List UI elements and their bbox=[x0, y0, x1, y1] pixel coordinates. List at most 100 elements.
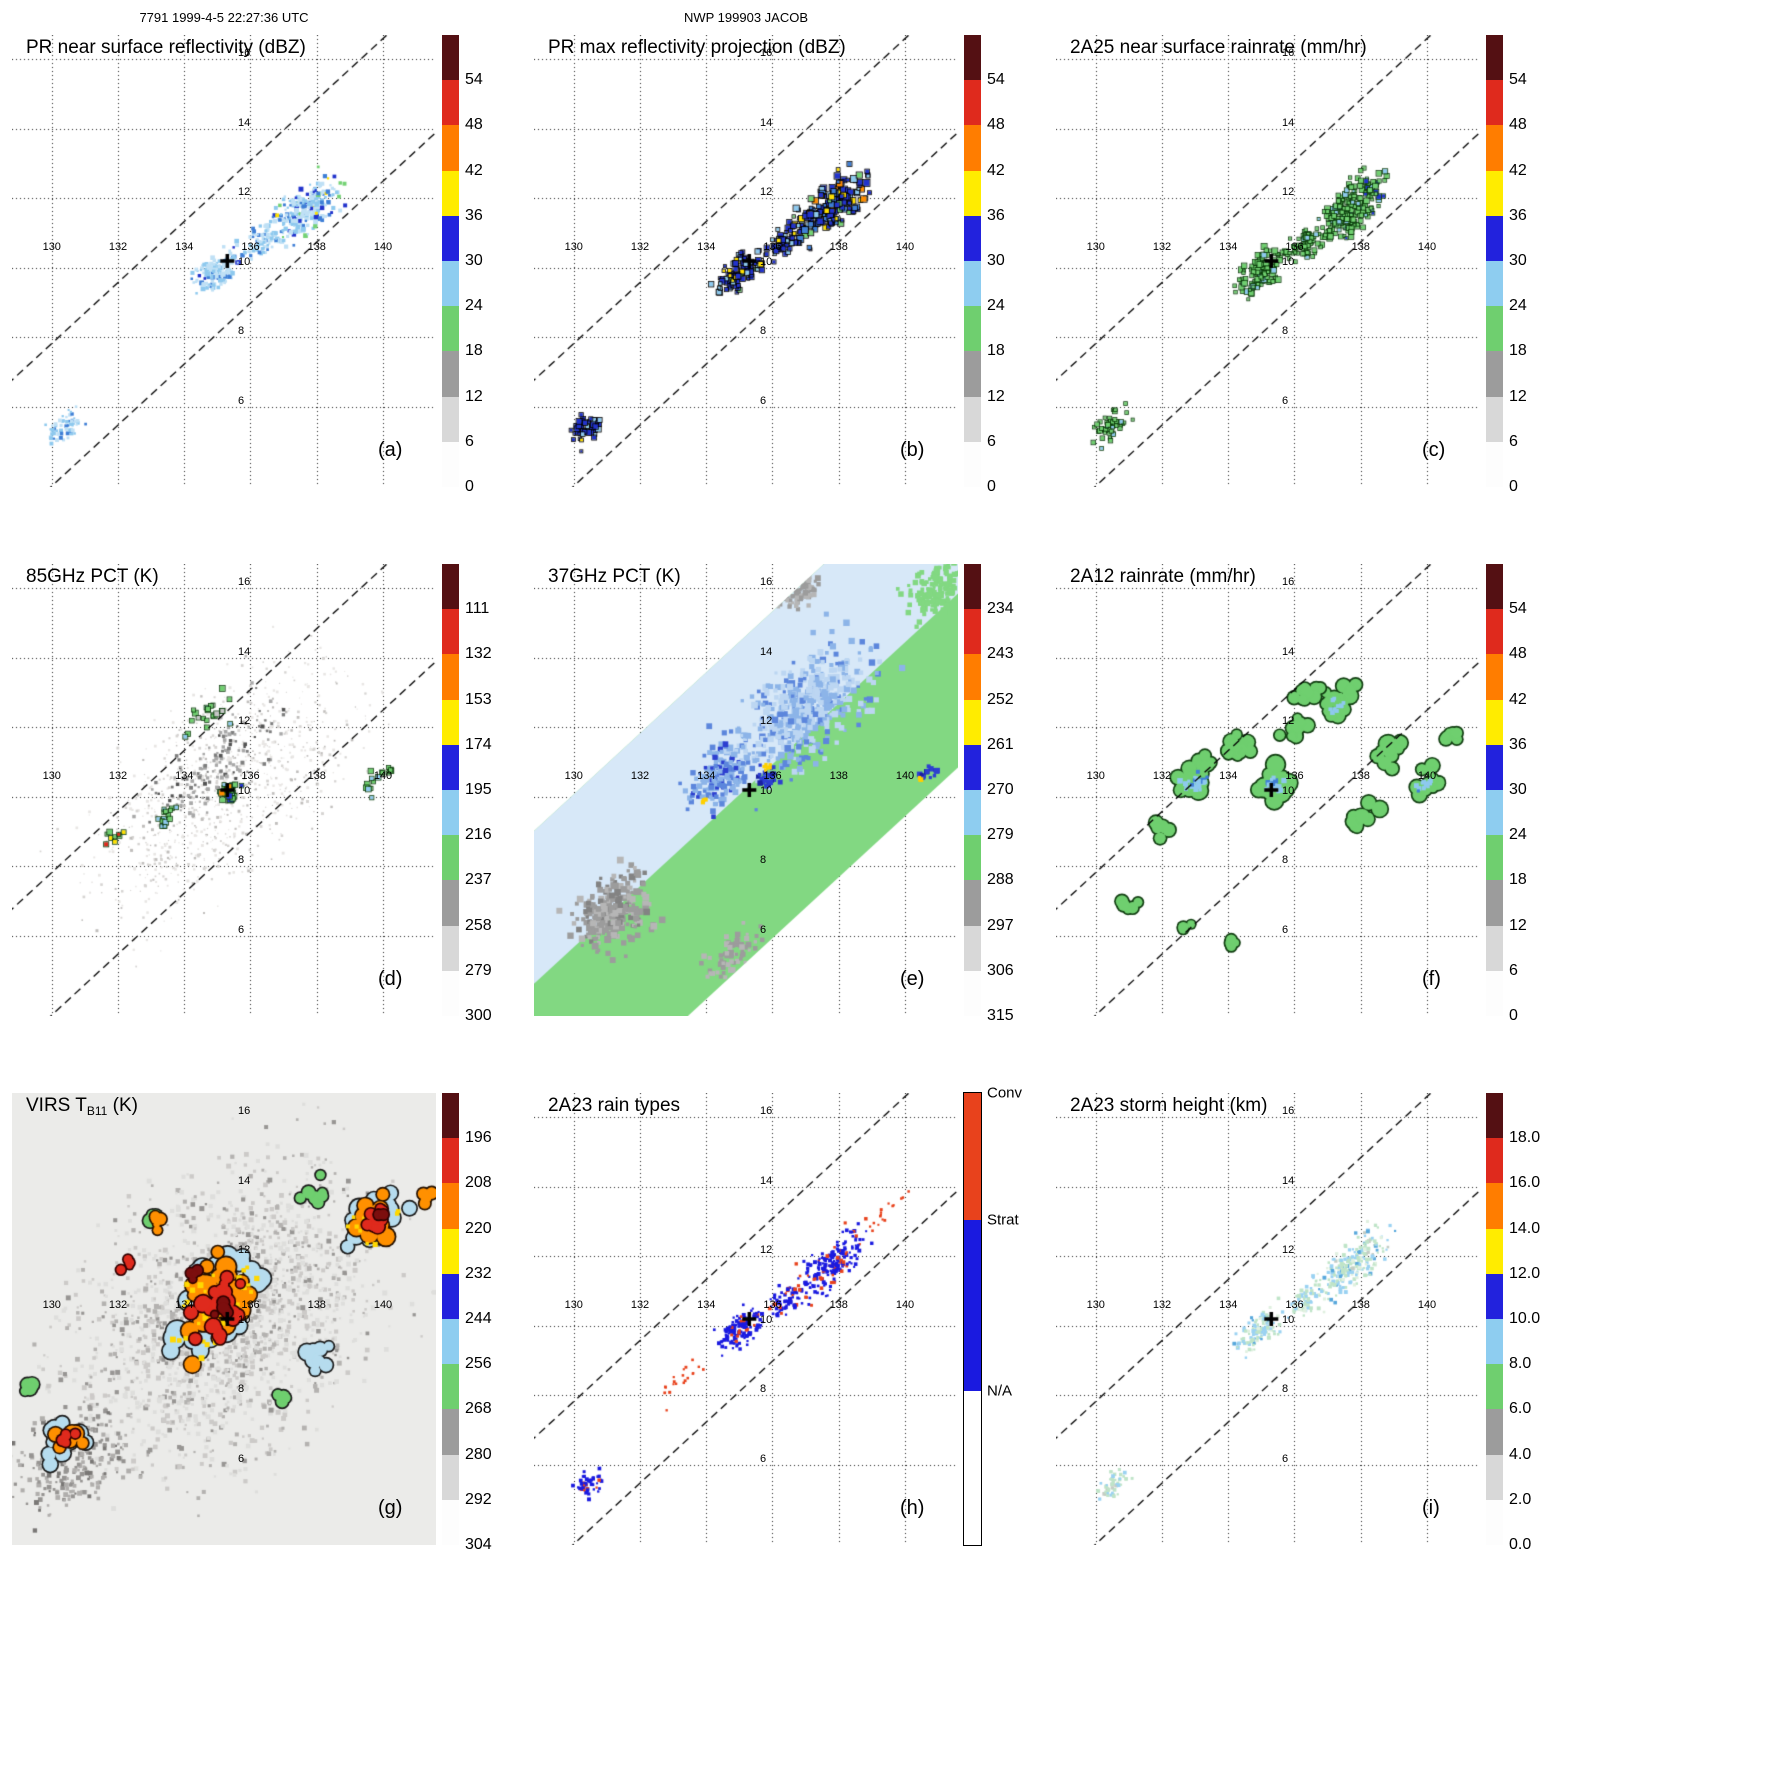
colorbar-segment bbox=[1486, 609, 1503, 655]
lon-tick-label: 136 bbox=[1285, 241, 1304, 253]
lon-tick-label: 140 bbox=[895, 1299, 915, 1311]
colorbar-segment bbox=[442, 1273, 459, 1319]
panel-c: 2A25 near surface rainrate (mm/hr) (c) 130… bbox=[1048, 35, 1570, 564]
colorbar-segment bbox=[964, 306, 981, 352]
panel-letter: (c) bbox=[1422, 439, 1446, 461]
colorbar-segment bbox=[1486, 170, 1503, 216]
colorbar-segment bbox=[442, 1093, 459, 1139]
colorbar-tick-label: 297 bbox=[987, 916, 1014, 934]
colorbar-segment bbox=[442, 125, 459, 171]
lon-tick-label: 136 bbox=[1285, 1299, 1304, 1311]
lat-tick-label: 14 bbox=[238, 1174, 251, 1187]
colorbar-segment bbox=[1486, 835, 1503, 881]
colorbar-segment bbox=[1486, 1093, 1503, 1139]
colorbar-segment bbox=[442, 880, 459, 926]
lon-tick-label: 130 bbox=[42, 241, 61, 253]
colorbar-segment bbox=[1486, 1499, 1503, 1545]
panel-title: 2A23 rain types bbox=[548, 1095, 680, 1117]
colorbar-segment bbox=[1486, 970, 1503, 1016]
colorbar-segment bbox=[1486, 215, 1503, 261]
colorbar-segment bbox=[964, 261, 981, 307]
colorbar-tick-label: 6 bbox=[987, 432, 996, 450]
lon-tick-label: 138 bbox=[1351, 770, 1370, 782]
colorbar-segment bbox=[964, 170, 981, 216]
colorbar-segment bbox=[1486, 925, 1503, 971]
header-case-label: NWP 199903 JACOB bbox=[683, 10, 809, 25]
lon-tick-label: 130 bbox=[1086, 1299, 1105, 1311]
panel-letter: (g) bbox=[378, 1497, 403, 1519]
lat-tick-label: 16 bbox=[238, 47, 251, 60]
lon-tick-label: 134 bbox=[175, 770, 194, 782]
colorbar-segment bbox=[964, 351, 981, 397]
colorbar-tick-label: 42 bbox=[465, 161, 483, 179]
colorbar-segment bbox=[1486, 790, 1503, 836]
panel-e: 37GHz PCT (K) (e) 130 132 134 136 138 140 16 14 12… bbox=[526, 564, 1048, 1093]
lon-tick-label: 130 bbox=[1086, 770, 1105, 782]
lat-tick-label: 12 bbox=[760, 1244, 773, 1257]
lon-tick-label: 132 bbox=[1152, 241, 1172, 253]
colorbar-tick-label: 48 bbox=[1509, 116, 1527, 134]
colorbar-segment bbox=[964, 441, 981, 487]
colorbar-segment bbox=[1486, 1138, 1503, 1184]
colorbar-segment bbox=[964, 35, 981, 81]
colorbar-tick-label: 153 bbox=[465, 690, 492, 708]
panel-h: 2A23 rain types (h) 130 132 134 136 138 140 16 14… bbox=[526, 1085, 1048, 1622]
panel-letter: (h) bbox=[900, 1497, 925, 1519]
panel-title-segment: PR max reflectivity projection (dBZ) bbox=[548, 37, 846, 58]
colorbar-segment bbox=[442, 215, 459, 261]
lon-tick-label: 130 bbox=[42, 1299, 61, 1311]
colorbar-segment bbox=[1486, 880, 1503, 926]
map-e: 37GHz PCT (K) (e) 130 132 134 136 138 140 16 14 12… bbox=[534, 564, 958, 1016]
colorbar-tick-label: 16.0 bbox=[1509, 1174, 1541, 1192]
colorbar-segment bbox=[442, 1138, 459, 1184]
lon-tick-label: 140 bbox=[1417, 1299, 1437, 1311]
lat-tick-label: 14 bbox=[760, 116, 773, 129]
colorbar-tick-label: 6.0 bbox=[1509, 1400, 1532, 1418]
map-canvas-f bbox=[1056, 564, 1480, 1016]
lat-tick-label: 12 bbox=[1282, 715, 1295, 728]
colorbar-tick-label: 0.0 bbox=[1509, 1536, 1532, 1553]
colorbar-segment bbox=[1486, 654, 1503, 700]
lat-tick-label: 8 bbox=[1282, 325, 1289, 338]
lon-tick-label: 134 bbox=[697, 241, 716, 253]
lat-tick-label: 12 bbox=[1282, 186, 1295, 199]
colorbar-tick-label: 36 bbox=[1509, 206, 1527, 224]
colorbar-tick-label: 261 bbox=[987, 735, 1014, 753]
colorbar-tick-label: 30 bbox=[1509, 781, 1527, 798]
colorbar-tick-label: 300 bbox=[465, 1007, 492, 1024]
colorbar-tick-label: 54 bbox=[1509, 71, 1527, 89]
panel-title: VIRS TB11 (K) bbox=[26, 1095, 138, 1118]
lat-tick-label: 16 bbox=[760, 576, 773, 589]
lon-tick-label: 140 bbox=[373, 241, 393, 253]
lon-tick-label: 136 bbox=[763, 770, 782, 782]
lat-tick-label: 16 bbox=[1282, 1105, 1295, 1118]
colorbar-segment bbox=[964, 609, 981, 655]
colorbar-segment bbox=[964, 215, 981, 261]
colorbar-segment bbox=[1486, 125, 1503, 171]
colorbar-tick-label: 48 bbox=[465, 116, 483, 134]
colorbar-segment bbox=[1486, 396, 1503, 442]
panel-title: PR max reflectivity projection (dBZ) bbox=[548, 37, 846, 59]
lon-tick-label: 138 bbox=[829, 1299, 848, 1311]
colorbar-segment bbox=[1486, 35, 1503, 81]
lon-tick-label: 136 bbox=[241, 241, 260, 253]
lon-tick-label: 140 bbox=[1417, 770, 1437, 782]
colorbar-segment bbox=[442, 744, 459, 790]
panel-letter: (b) bbox=[900, 439, 925, 461]
colorbar-tick-label: 220 bbox=[465, 1219, 492, 1237]
lat-tick-label: 14 bbox=[760, 1174, 773, 1187]
colorbar-tick-label: 10.0 bbox=[1509, 1310, 1541, 1327]
colorbar-f bbox=[1486, 564, 1503, 1016]
panel-title-segment: 37GHz PCT (K) bbox=[548, 566, 681, 587]
colorbar-tick-label: 30 bbox=[465, 252, 483, 269]
panel-title: 37GHz PCT (K) bbox=[548, 566, 681, 588]
colorbar-segment bbox=[1486, 1454, 1503, 1500]
colorbar-g bbox=[442, 1093, 459, 1545]
lat-tick-label: 10 bbox=[238, 784, 251, 797]
panel-f: 2A12 rainrate (mm/hr) (f) 130 132 134 136 138 1… bbox=[1048, 564, 1570, 1093]
lon-tick-label: 138 bbox=[1351, 241, 1370, 253]
colorbar-segment bbox=[1486, 1409, 1503, 1455]
map-canvas-h bbox=[534, 1093, 958, 1545]
map-canvas-b bbox=[534, 35, 958, 487]
panel-g: VIRS TB11 (K) (g) 130 132 134 136 138 140 16 14 12… bbox=[4, 1093, 526, 1622]
